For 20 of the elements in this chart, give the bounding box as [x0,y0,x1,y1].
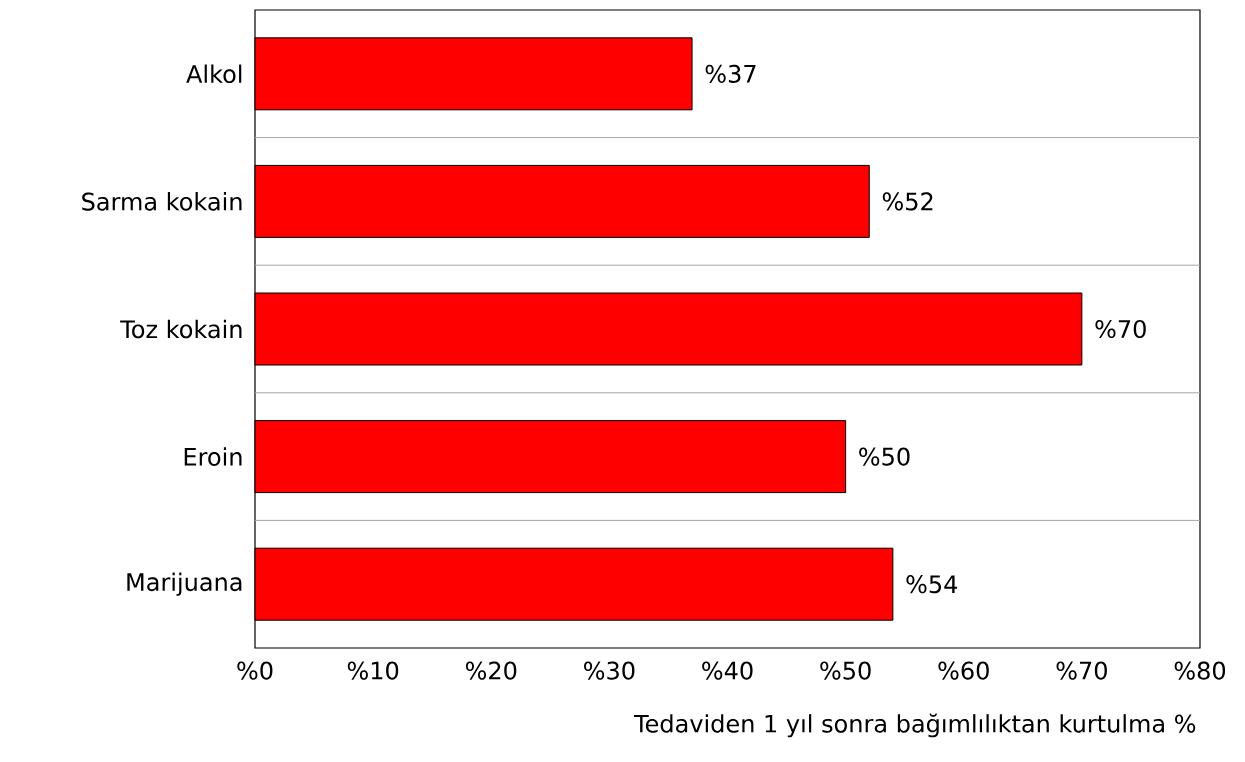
x-tick-label: %10 [347,661,399,680]
data-label: %70 [1095,319,1146,339]
y-tick-label: Toz kokain [120,319,242,339]
y-tick-label: Marijuana [127,572,242,596]
x-tick-label: %40 [702,661,753,680]
y-tick-label: Sarma kokain [82,192,242,211]
x-tick-label: %30 [584,661,635,680]
data-label: %54 [906,575,958,594]
y-tick-label: Eroin [184,447,242,466]
data-label: %50 [859,447,910,466]
x-tick-label: %60 [938,661,989,680]
data-label: %52 [882,192,933,211]
x-axis-title: Tedaviden 1 yıl sonra bağımlılıktan kurtulma % [633,713,1196,738]
x-tick-label: %20 [465,661,517,680]
x-tick-label: %80 [1174,661,1226,680]
x-tick-label: %50 [820,661,871,680]
x-tick-label: %70 [1056,661,1107,680]
y-tick-label: Alkol [186,64,242,84]
data-label: %37 [705,64,756,83]
x-tick-label: %0 [237,661,273,680]
